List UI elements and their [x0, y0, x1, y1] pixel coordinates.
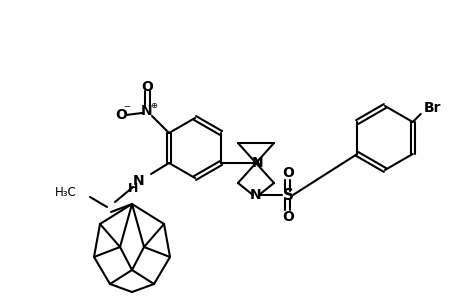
Text: H: H	[128, 182, 138, 196]
Text: Br: Br	[423, 101, 441, 115]
Text: N: N	[250, 188, 261, 202]
Text: −: −	[123, 103, 130, 112]
Text: O: O	[281, 210, 293, 224]
Text: O: O	[115, 108, 127, 122]
Text: ⊕: ⊕	[150, 100, 157, 109]
Text: N: N	[252, 156, 263, 170]
Text: N: N	[133, 174, 145, 188]
Text: N: N	[141, 104, 152, 118]
Text: O: O	[141, 80, 153, 94]
Text: S: S	[282, 188, 293, 202]
Text: O: O	[281, 166, 293, 180]
Text: H₃C: H₃C	[55, 187, 77, 200]
